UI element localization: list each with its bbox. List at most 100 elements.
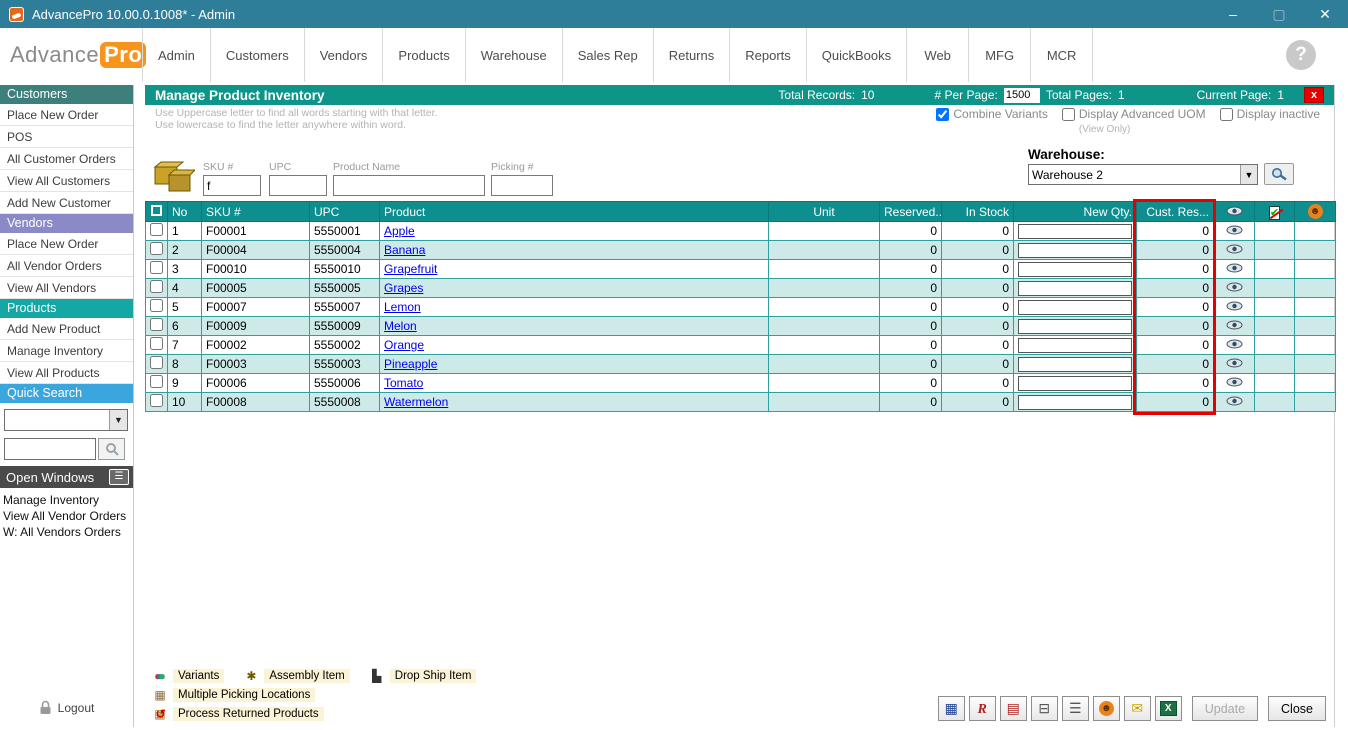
row-checkbox[interactable] [150, 261, 163, 274]
report-button[interactable]: R [968, 696, 996, 721]
new-qty-input[interactable] [1018, 375, 1132, 391]
combine-variants-checkbox[interactable]: Combine Variants [936, 107, 1048, 121]
sidebar-item-customers-pos[interactable]: POS [0, 126, 133, 148]
archive-button[interactable]: ☰ [1061, 696, 1089, 721]
logout-button[interactable]: Logout [0, 700, 133, 727]
table-row: 5 F00007 5550007 Lemon 0 0 0 [145, 297, 1336, 317]
open-window-view-all-vendor-orders[interactable]: View All Vendor Orders [3, 509, 127, 523]
product-name-filter-input[interactable] [333, 175, 485, 196]
open-window-manage-inventory[interactable]: Manage Inventory [3, 493, 100, 507]
vendor-cart-button[interactable]: ☻ [1092, 696, 1120, 721]
row-checkbox[interactable] [150, 280, 163, 293]
new-qty-input[interactable] [1018, 261, 1132, 277]
sidebar-item-customers-view-all-customers[interactable]: View All Customers [0, 170, 133, 192]
close-button[interactable]: Close [1268, 696, 1326, 721]
product-link[interactable]: Banana [384, 243, 426, 257]
view-eye-button[interactable] [1226, 300, 1243, 314]
new-qty-input[interactable] [1018, 318, 1132, 334]
view-eye-button[interactable] [1226, 262, 1243, 276]
product-link[interactable]: Apple [384, 224, 415, 238]
lock-button[interactable]: ✉ [1123, 696, 1151, 721]
update-button[interactable]: Update [1191, 696, 1259, 721]
export-doc-button[interactable]: ▤ [999, 696, 1027, 721]
tab-sales-rep[interactable]: Sales Rep [563, 28, 654, 82]
tab-quickbooks[interactable]: QuickBooks [807, 28, 908, 82]
sidebar-item-products-view-all-products[interactable]: View All Products [0, 362, 133, 384]
sidebar-item-customers-add-new-customer[interactable]: Add New Customer [0, 192, 133, 214]
view-eye-button[interactable] [1226, 376, 1243, 390]
row-checkbox[interactable] [150, 337, 163, 350]
new-qty-input[interactable] [1018, 280, 1132, 296]
tab-customers[interactable]: Customers [211, 28, 305, 82]
sku-filter-input[interactable] [203, 175, 261, 196]
quick-search-button[interactable] [98, 438, 125, 460]
warehouse-search-button[interactable] [1264, 163, 1294, 185]
product-link[interactable]: Orange [384, 338, 425, 352]
row-checkbox[interactable] [150, 375, 163, 388]
product-link[interactable]: Melon [384, 319, 417, 333]
tab-web[interactable]: Web [907, 28, 970, 82]
product-link[interactable]: Grapefruit [384, 262, 438, 276]
row-checkbox[interactable] [150, 356, 163, 369]
product-link[interactable]: Pineapple [384, 357, 438, 371]
view-eye-button[interactable] [1226, 357, 1243, 371]
view-eye-button[interactable] [1226, 319, 1243, 333]
sidebar-item-vendors-all-vendor-orders[interactable]: All Vendor Orders [0, 255, 133, 277]
product-link[interactable]: Lemon [384, 300, 421, 314]
quick-search-type-select[interactable]: ▼ [4, 409, 128, 431]
display-inactive-checkbox[interactable]: Display inactive [1219, 107, 1320, 121]
help-icon[interactable]: ? [1286, 40, 1316, 70]
new-qty-input[interactable] [1018, 337, 1132, 353]
open-window-w-all-vendors-orders[interactable]: W: All Vendors Orders [3, 525, 121, 539]
sidebar-item-customers-all-customer-orders[interactable]: All Customer Orders [0, 148, 133, 170]
sidebar-item-products-add-new-product[interactable]: Add New Product [0, 318, 133, 340]
new-qty-input[interactable] [1018, 356, 1132, 372]
tab-admin[interactable]: Admin [142, 28, 211, 82]
tab-reports[interactable]: Reports [730, 28, 807, 82]
quick-search-input[interactable] [4, 438, 96, 460]
new-qty-input[interactable] [1018, 299, 1132, 315]
new-qty-input[interactable] [1018, 242, 1132, 258]
view-eye-button[interactable] [1226, 243, 1243, 257]
sidebar-item-vendors-view-all-vendors[interactable]: View All Vendors [0, 277, 133, 299]
view-eye-button[interactable] [1226, 395, 1243, 409]
view-eye-button[interactable] [1226, 281, 1243, 295]
new-qty-input[interactable] [1018, 394, 1132, 410]
print-button[interactable]: ⊟ [1030, 696, 1058, 721]
excel-export-button[interactable]: X [1154, 696, 1182, 721]
tab-mfg[interactable]: MFG [969, 28, 1032, 82]
close-page-button[interactable]: x [1304, 87, 1324, 103]
row-checkbox[interactable] [150, 394, 163, 407]
minimize-button[interactable]: – [1229, 6, 1237, 22]
view-eye-button[interactable] [1226, 224, 1243, 238]
display-advanced-uom-checkbox[interactable]: Display Advanced UOM (View Only) [1061, 107, 1206, 135]
tab-vendors[interactable]: Vendors [305, 28, 384, 82]
row-checkbox[interactable] [150, 299, 163, 312]
view-eye-button[interactable] [1226, 338, 1243, 352]
chevron-down-icon[interactable]: ▼ [109, 410, 127, 430]
close-window-button[interactable]: ✕ [1319, 5, 1331, 22]
new-qty-input[interactable] [1018, 223, 1132, 239]
window-list-icon[interactable]: ☰ [109, 469, 129, 485]
tab-products[interactable]: Products [383, 28, 466, 82]
row-checkbox[interactable] [150, 318, 163, 331]
sidebar-item-customers-place-new-order[interactable]: Place New Order [0, 104, 133, 126]
tab-returns[interactable]: Returns [654, 28, 731, 82]
per-page-input[interactable] [1003, 87, 1040, 103]
warehouse-select[interactable]: Warehouse 2 ▼ [1028, 164, 1258, 185]
product-link[interactable]: Tomato [384, 376, 424, 390]
sidebar-item-vendors-place-new-order[interactable]: Place New Order [0, 233, 133, 255]
sidebar-item-products-manage-inventory[interactable]: Manage Inventory [0, 340, 133, 362]
maximize-button[interactable]: ▢ [1272, 5, 1286, 22]
select-all-checkbox[interactable] [151, 204, 162, 216]
product-link[interactable]: Watermelon [384, 395, 449, 409]
row-checkbox[interactable] [150, 242, 163, 255]
product-link[interactable]: Grapes [384, 281, 424, 295]
grid-search-button[interactable]: ▦ [937, 696, 965, 721]
upc-filter-input[interactable] [269, 175, 327, 196]
tab-warehouse[interactable]: Warehouse [466, 28, 563, 82]
tab-mcr[interactable]: MCR [1031, 28, 1094, 82]
picking-filter-input[interactable] [491, 175, 553, 196]
row-checkbox[interactable] [150, 223, 163, 236]
chevron-down-icon[interactable]: ▼ [1240, 165, 1257, 184]
